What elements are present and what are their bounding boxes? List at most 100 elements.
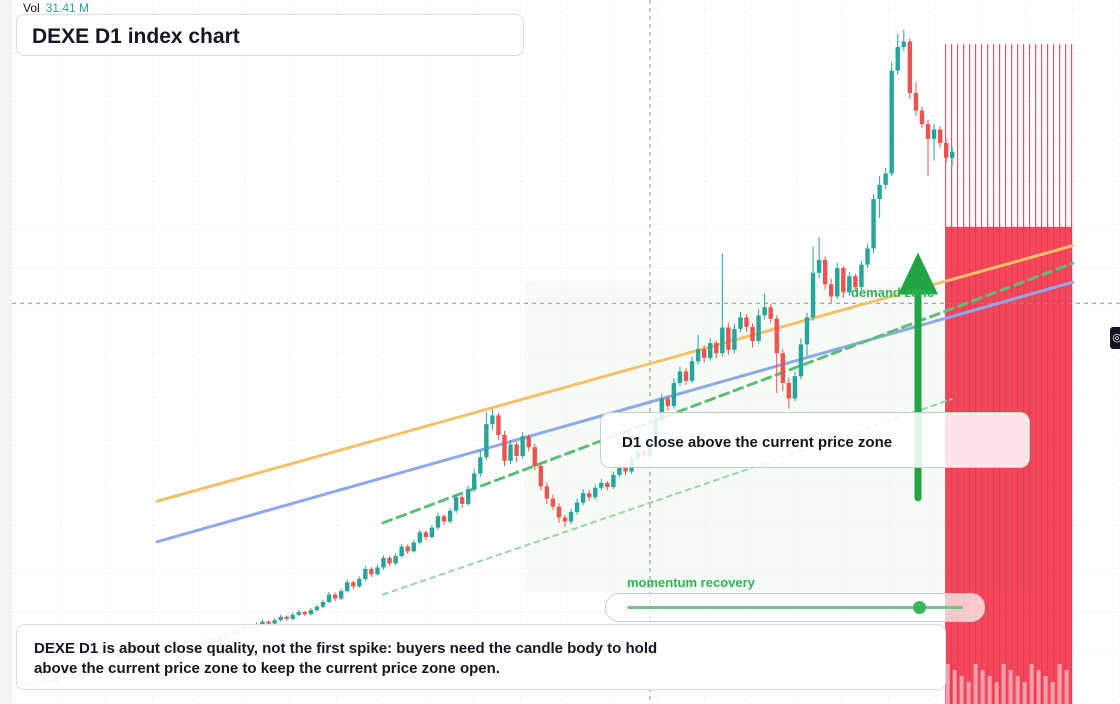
candle-body [835,268,840,297]
target-icon[interactable]: ◎ [1110,327,1120,349]
candle-body [320,601,326,607]
candle-body [520,436,525,456]
candle-body [369,568,374,575]
candle-body [326,594,332,602]
volume-bar [980,670,985,704]
momentum-slider[interactable] [605,593,985,622]
candle-body [889,70,894,174]
candle-body [847,276,852,293]
candle-body [550,498,556,507]
candle-body [913,92,919,111]
candle-body [490,415,495,425]
candle-body [786,382,792,399]
candle-body [363,568,368,579]
candle-body [853,276,858,287]
candle-body [768,307,773,319]
candle-body [671,382,677,406]
candle-body [587,493,592,498]
candle-body [810,272,816,318]
candle-body [695,349,701,362]
candle-body [599,483,604,488]
volume-bar [1036,670,1041,704]
candle-body [381,558,386,568]
candle-body [314,606,320,611]
candle-body [744,317,749,327]
candle-body [345,582,350,592]
candle-body [871,199,876,249]
candle-body [459,497,465,504]
candle-body [689,361,695,381]
candle-body [484,424,489,458]
candle-body [266,621,271,624]
candle-body [877,184,882,200]
candle-body [399,546,404,557]
candle-body [623,467,628,472]
candle-body [387,558,392,564]
candle-body [338,591,344,599]
candle-body [411,542,416,552]
candle-body [526,436,531,448]
candle-body [708,343,713,358]
candle-body [332,594,338,599]
candle-body [611,474,616,488]
vol-value: 31.41 M [45,1,90,15]
candle-body [472,473,477,490]
candle-body [756,315,761,342]
candle-body [677,371,683,383]
green-dashed-support [381,261,1075,525]
candle-body [502,435,507,461]
candle-body [659,398,664,421]
candle-body [593,487,598,498]
candle-body [804,317,810,345]
volume-bar [1001,664,1006,704]
candle-body [617,467,622,475]
volume-bar [1043,676,1048,704]
momentum-knob[interactable] [912,601,926,614]
demand-zone-label: demand zone [851,285,935,300]
candle-body [714,343,719,354]
candle-body [514,444,519,456]
candle-body [901,41,906,47]
candle-body [272,620,277,624]
candle-body [441,516,447,522]
candle-body [496,415,501,436]
volume-bar [987,676,992,704]
candle-body [375,567,380,575]
candle-body [562,517,568,522]
candle-body [726,327,731,350]
candle-body [937,129,943,143]
candle-body [605,483,610,488]
candle-body [822,259,828,285]
candle-body [943,142,949,158]
candle-body [792,376,798,399]
candle-body [683,371,689,381]
left-edge-strip [0,0,12,704]
candle-body [296,612,301,615]
candle-body [895,46,900,71]
volume-bar [952,670,957,704]
volume-bar [945,664,950,704]
volume-bar [966,682,971,704]
candle-body [762,307,767,316]
candle-body [284,616,289,619]
candle-body [532,447,537,467]
candle-body [665,398,671,406]
candle-body [478,457,483,474]
chart-title: DEXE D1 index chart [32,25,240,48]
candle-body [568,512,574,522]
candle-body [508,444,513,461]
candle-body [423,532,429,538]
momentum-label: momentum recovery [627,575,755,590]
candle-body [580,493,586,503]
candle-body [732,328,737,350]
candle-body [435,516,441,528]
volume-bar [1029,664,1034,704]
volume-bar [994,682,999,704]
candle-body [701,349,707,358]
candle-body [447,510,453,522]
candle-body [278,616,283,621]
candle-body [798,344,804,377]
candle-body [302,612,308,615]
volume-bar [973,664,978,704]
